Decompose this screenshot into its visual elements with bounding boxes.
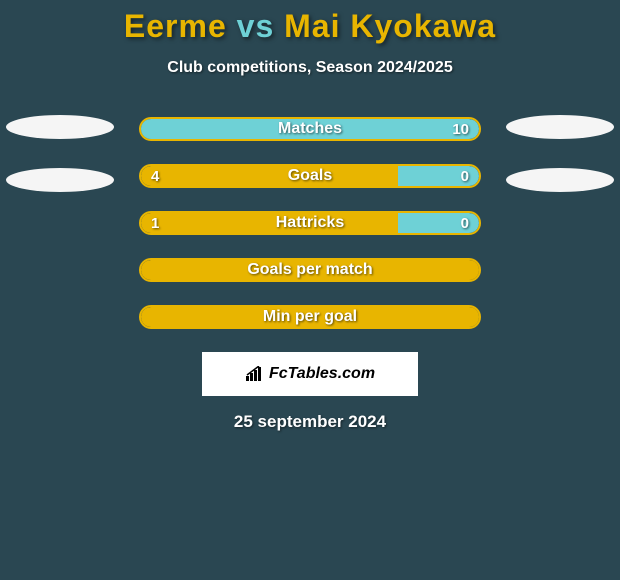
subtitle: Club competitions, Season 2024/2025 — [0, 59, 620, 77]
stat-label: Goals — [141, 166, 479, 186]
player-right-marker — [506, 168, 614, 192]
chart-icon — [245, 366, 265, 382]
stat-row: Min per goal — [0, 305, 620, 329]
player-right-marker — [506, 115, 614, 139]
brand-badge: FcTables.com — [202, 352, 418, 396]
stat-row: Goals per match — [0, 258, 620, 282]
stat-value-left: 4 — [151, 166, 159, 186]
stat-row: Hattricks1 0 — [0, 211, 620, 235]
stat-bar: Hattricks1 0 — [139, 211, 481, 235]
comparison-infographic: Eerme vs Mai Kyokawa Club competitions, … — [0, 0, 620, 432]
stat-bar: Min per goal — [139, 305, 481, 329]
stat-label: Goals per match — [141, 260, 479, 280]
stat-row: Goals4 0 — [0, 164, 620, 188]
brand-text: FcTables.com — [269, 365, 375, 383]
stat-value-left: 1 — [151, 213, 159, 233]
stat-bar: Goals per match — [139, 258, 481, 282]
title-vs: vs — [227, 8, 284, 44]
stat-label: Hattricks — [141, 213, 479, 233]
stat-value-right: 0 — [461, 213, 469, 233]
stat-bar: Goals4 0 — [139, 164, 481, 188]
stats-rows: Matches10Goals40Hattricks10Goals per mat… — [0, 117, 620, 329]
title-player-left: Eerme — [124, 8, 227, 44]
stat-label: Matches — [141, 119, 479, 139]
stat-value-right: 0 — [461, 166, 469, 186]
title-player-right: Mai Kyokawa — [284, 8, 496, 44]
player-left-marker — [6, 168, 114, 192]
stat-value-right: 10 — [452, 119, 469, 139]
stat-label: Min per goal — [141, 307, 479, 327]
stat-bar: Matches10 — [139, 117, 481, 141]
stat-row: Matches10 — [0, 117, 620, 141]
date-label: 25 september 2024 — [0, 412, 620, 432]
player-left-marker — [6, 115, 114, 139]
page-title: Eerme vs Mai Kyokawa — [0, 8, 620, 45]
